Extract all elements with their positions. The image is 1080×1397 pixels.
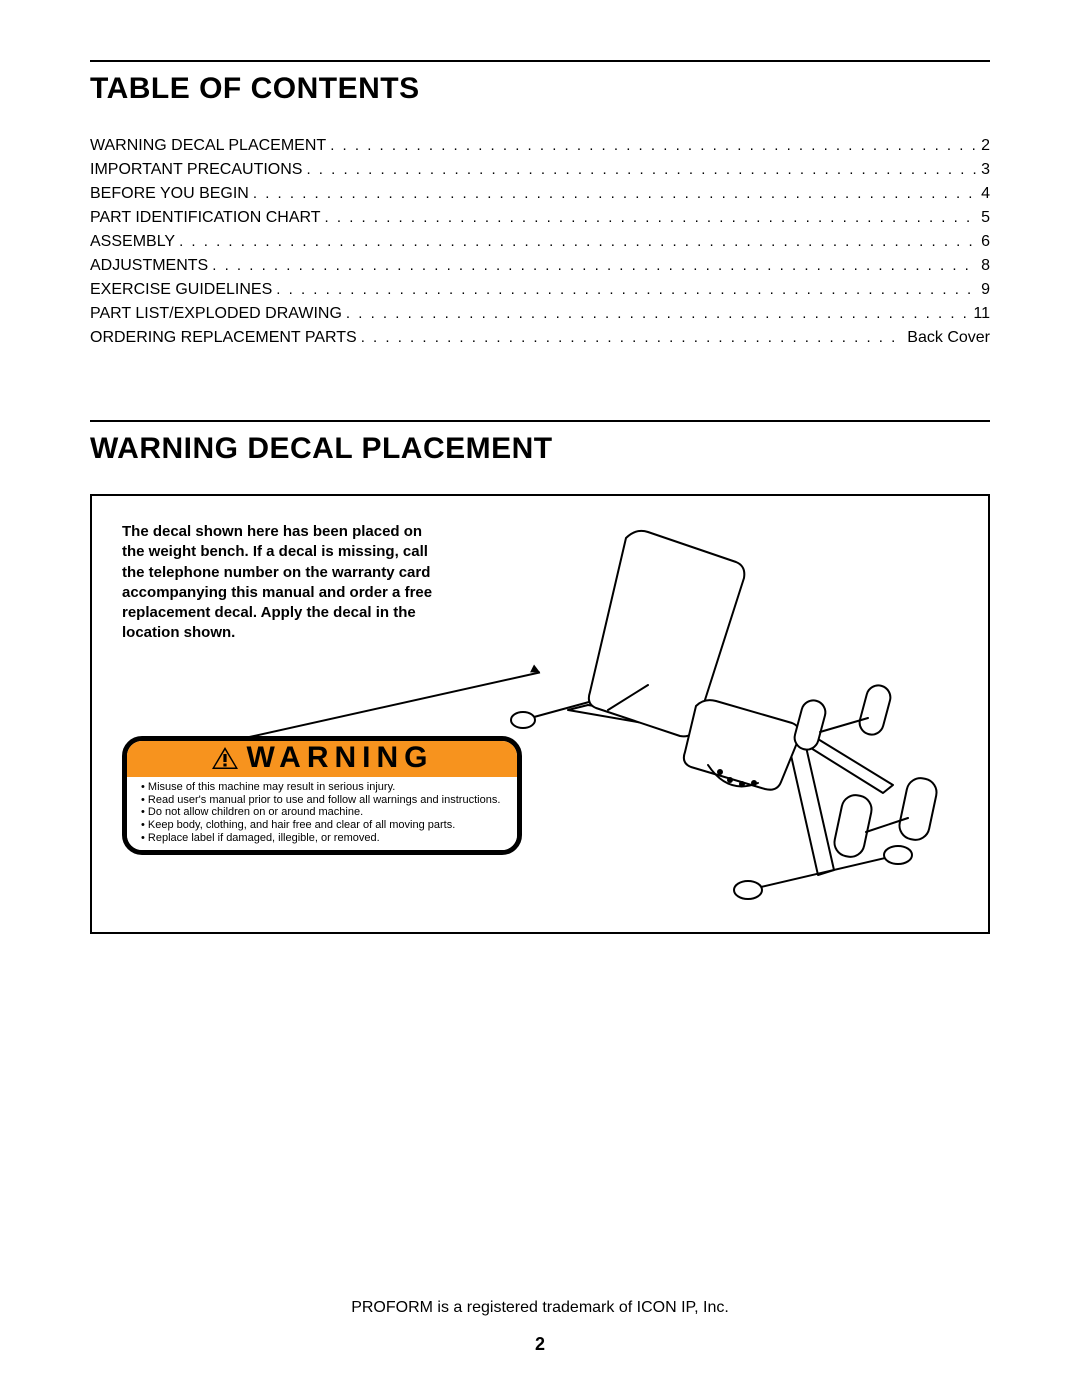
toc-label: ORDERING REPLACEMENT PARTS: [90, 326, 357, 350]
toc-dots: . . . . . . . . . . . . . . . . . . . . …: [276, 279, 977, 302]
warning-decal: WARNING Misuse of this machine may resul…: [122, 736, 522, 855]
decal-intro: The decal shown here has been placed on …: [122, 522, 442, 644]
toc-page: 9: [981, 278, 990, 302]
toc-label: ASSEMBLY: [90, 230, 175, 254]
warning-title: WARNING DECAL PLACEMENT: [90, 432, 990, 466]
toc-page: Back Cover: [907, 326, 990, 350]
toc-dots: . . . . . . . . . . . . . . . . . . . . …: [325, 207, 978, 230]
toc-label: PART IDENTIFICATION CHART: [90, 206, 321, 230]
toc-row: PART IDENTIFICATION CHART . . . . . . . …: [90, 206, 990, 230]
toc-row: BEFORE YOU BEGIN . . . . . . . . . . . .…: [90, 182, 990, 206]
toc-row: WARNING DECAL PLACEMENT . . . . . . . . …: [90, 134, 990, 158]
toc-dots: . . . . . . . . . . . . . . . . . . . . …: [330, 135, 977, 158]
toc-row: EXERCISE GUIDELINES . . . . . . . . . . …: [90, 278, 990, 302]
toc-page: 5: [981, 206, 990, 230]
toc-page: 4: [981, 182, 990, 206]
page-number: 2: [0, 1334, 1080, 1355]
toc-label: BEFORE YOU BEGIN: [90, 182, 249, 206]
toc-page: 6: [981, 230, 990, 254]
decal-header-text: WARNING: [247, 743, 434, 773]
warning-box: The decal shown here has been placed on …: [90, 494, 990, 934]
decal-bullet: Read user's manual prior to use and foll…: [141, 794, 507, 807]
toc-row: ADJUSTMENTS . . . . . . . . . . . . . . …: [90, 254, 990, 278]
trademark-notice: PROFORM is a registered trademark of ICO…: [0, 1299, 1080, 1317]
decal-bullet: Do not allow children on or around machi…: [141, 806, 507, 819]
toc-dots: . . . . . . . . . . . . . . . . . . . . …: [361, 327, 904, 350]
toc-page: 2: [981, 134, 990, 158]
warning-triangle-icon: [211, 746, 239, 770]
toc-row: ORDERING REPLACEMENT PARTS . . . . . . .…: [90, 326, 990, 350]
toc-title: TABLE OF CONTENTS: [90, 72, 990, 106]
toc-dots: . . . . . . . . . . . . . . . . . . . . …: [346, 303, 969, 326]
toc-label: EXERCISE GUIDELINES: [90, 278, 272, 302]
toc: WARNING DECAL PLACEMENT . . . . . . . . …: [90, 134, 990, 350]
rule-top: [90, 60, 990, 62]
decal-bullet: Replace label if damaged, illegible, or …: [141, 832, 507, 845]
decal-bullet: Keep body, clothing, and hair free and c…: [141, 819, 507, 832]
decal-bullet: Misuse of this machine may result in ser…: [141, 781, 507, 794]
toc-dots: . . . . . . . . . . . . . . . . . . . . …: [253, 183, 977, 206]
weight-bench-illustration: [498, 510, 958, 920]
toc-dots: . . . . . . . . . . . . . . . . . . . . …: [179, 231, 977, 254]
toc-page: 8: [981, 254, 990, 278]
toc-label: IMPORTANT PRECAUTIONS: [90, 158, 302, 182]
toc-row: ASSEMBLY . . . . . . . . . . . . . . . .…: [90, 230, 990, 254]
decal-header: WARNING: [127, 741, 517, 777]
toc-dots: . . . . . . . . . . . . . . . . . . . . …: [212, 255, 977, 278]
rule-mid: [90, 420, 990, 422]
toc-dots: . . . . . . . . . . . . . . . . . . . . …: [306, 159, 977, 182]
toc-label: WARNING DECAL PLACEMENT: [90, 134, 326, 158]
toc-label: PART LIST/EXPLODED DRAWING: [90, 302, 342, 326]
toc-label: ADJUSTMENTS: [90, 254, 208, 278]
toc-page: 3: [981, 158, 990, 182]
toc-row: IMPORTANT PRECAUTIONS . . . . . . . . . …: [90, 158, 990, 182]
decal-body: Misuse of this machine may result in ser…: [127, 777, 517, 850]
toc-row: PART LIST/EXPLODED DRAWING . . . . . . .…: [90, 302, 990, 326]
toc-page: 11: [973, 302, 990, 326]
